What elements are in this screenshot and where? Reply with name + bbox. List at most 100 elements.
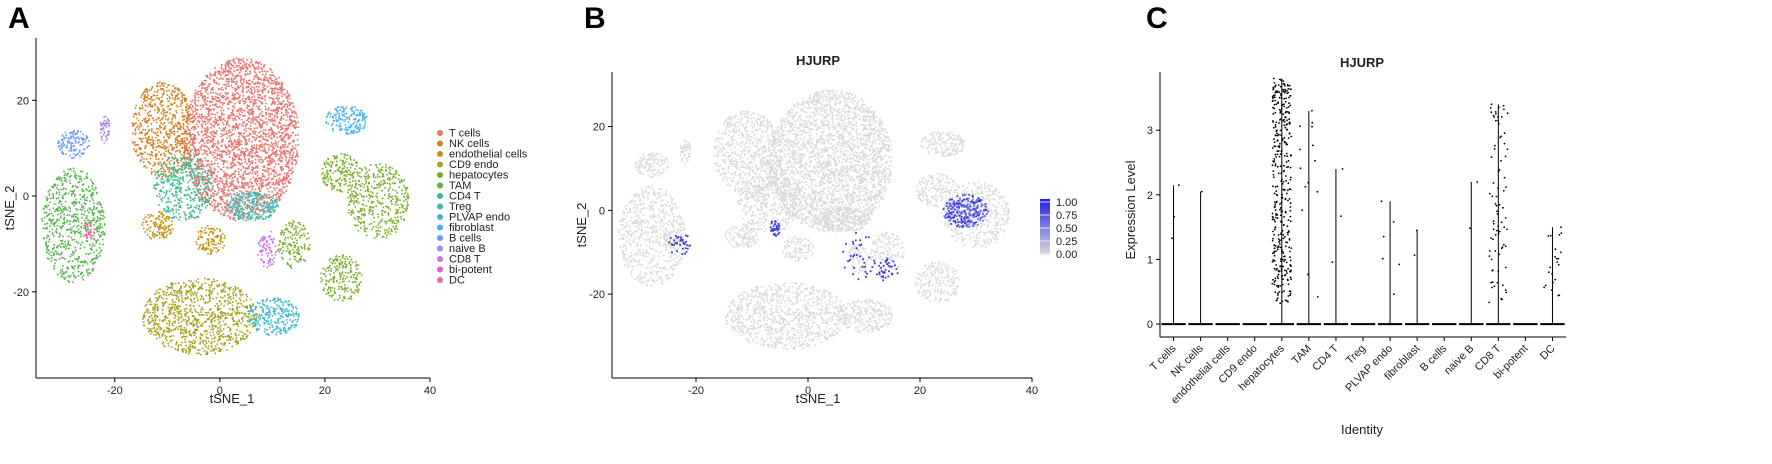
cell-point bbox=[227, 117, 229, 120]
cell-point bbox=[291, 145, 294, 148]
cell-point bbox=[57, 178, 59, 181]
cell-point bbox=[240, 159, 243, 161]
cell-point bbox=[249, 121, 252, 124]
cell-point bbox=[257, 116, 259, 119]
cell-point bbox=[166, 86, 168, 89]
cell-point bbox=[202, 82, 204, 85]
cell-point bbox=[237, 115, 240, 118]
cell-point bbox=[238, 202, 241, 205]
cell-point bbox=[223, 192, 226, 194]
cell-point bbox=[264, 129, 267, 131]
cell-point bbox=[234, 139, 236, 141]
cell-point bbox=[241, 201, 244, 204]
cell-point bbox=[237, 127, 239, 129]
cell-point bbox=[403, 184, 405, 187]
cell-point bbox=[206, 174, 208, 176]
cell-point bbox=[189, 135, 191, 137]
cell-point bbox=[276, 197, 278, 200]
cell-point bbox=[238, 124, 241, 126]
cell-point bbox=[216, 153, 219, 155]
cell-point bbox=[63, 187, 65, 189]
cell-point bbox=[188, 168, 190, 170]
cell-point bbox=[150, 167, 153, 170]
cell-point bbox=[258, 177, 260, 179]
cell-point bbox=[248, 96, 251, 99]
cell-point bbox=[255, 217, 257, 220]
cell-point bbox=[170, 175, 172, 177]
cell-point bbox=[221, 139, 224, 141]
cell-point bbox=[174, 117, 177, 119]
cell-point bbox=[229, 131, 232, 133]
cell-point bbox=[158, 139, 161, 141]
cell-point bbox=[220, 133, 223, 135]
cell-point bbox=[101, 238, 104, 241]
cell-point bbox=[67, 279, 69, 282]
cell-point bbox=[92, 192, 94, 194]
cell-point bbox=[192, 174, 195, 177]
cell-point bbox=[196, 93, 199, 96]
cell-point bbox=[146, 113, 149, 115]
cell-point bbox=[206, 86, 209, 89]
cell-point bbox=[181, 115, 184, 118]
cell-point bbox=[250, 148, 252, 151]
cell-point bbox=[231, 109, 234, 111]
cell-point bbox=[211, 195, 214, 197]
cell-point bbox=[176, 182, 179, 185]
cell-point bbox=[207, 128, 209, 131]
cell-point bbox=[61, 210, 63, 212]
cell-point bbox=[73, 218, 76, 221]
cell-point bbox=[89, 261, 92, 263]
cell-point bbox=[146, 88, 148, 90]
cell-point bbox=[159, 173, 162, 176]
cell-point bbox=[277, 183, 279, 185]
cell-point bbox=[240, 75, 242, 77]
cell-point bbox=[177, 199, 180, 201]
cell-point bbox=[246, 104, 249, 106]
cell-point bbox=[179, 123, 181, 125]
cell-point bbox=[240, 199, 242, 202]
cell-point bbox=[250, 92, 253, 95]
cell-point bbox=[376, 192, 379, 195]
cell-point bbox=[160, 88, 162, 91]
cell-point bbox=[86, 173, 88, 175]
cell-point bbox=[84, 210, 86, 213]
cell-point bbox=[387, 190, 389, 192]
cell-point bbox=[196, 182, 199, 185]
cell-point bbox=[271, 71, 273, 73]
cell-point bbox=[246, 105, 249, 108]
cell-point bbox=[194, 206, 196, 208]
cell-point bbox=[205, 165, 208, 168]
cell-point bbox=[251, 210, 254, 212]
cell-point bbox=[274, 209, 276, 212]
cell-point bbox=[163, 207, 166, 210]
cell-point bbox=[185, 189, 188, 192]
cell-point bbox=[163, 154, 166, 156]
cell-point bbox=[235, 210, 237, 212]
cell-point bbox=[399, 215, 402, 218]
cell-point bbox=[389, 177, 391, 180]
cell-point bbox=[247, 196, 249, 199]
cell-point bbox=[274, 103, 276, 105]
cell-point bbox=[370, 222, 373, 225]
cell-point bbox=[195, 179, 198, 182]
cell-point bbox=[271, 145, 273, 147]
cell-point bbox=[48, 193, 51, 195]
cell-point bbox=[242, 152, 244, 155]
cell-point bbox=[236, 146, 238, 149]
cell-point bbox=[267, 171, 270, 173]
cell-point bbox=[182, 126, 185, 129]
cell-point bbox=[185, 163, 187, 165]
cell-point bbox=[288, 104, 291, 107]
cell-point bbox=[71, 267, 74, 269]
cell-point bbox=[231, 189, 233, 191]
cell-point bbox=[254, 99, 256, 102]
cell-point bbox=[211, 163, 214, 166]
cell-point bbox=[162, 146, 165, 148]
cell-point bbox=[226, 61, 229, 63]
cell-point bbox=[370, 210, 372, 213]
cell-point bbox=[286, 146, 289, 148]
cell-point bbox=[222, 190, 225, 192]
cell-point bbox=[198, 85, 201, 88]
cell-point bbox=[72, 167, 75, 170]
cell-point bbox=[207, 118, 209, 121]
